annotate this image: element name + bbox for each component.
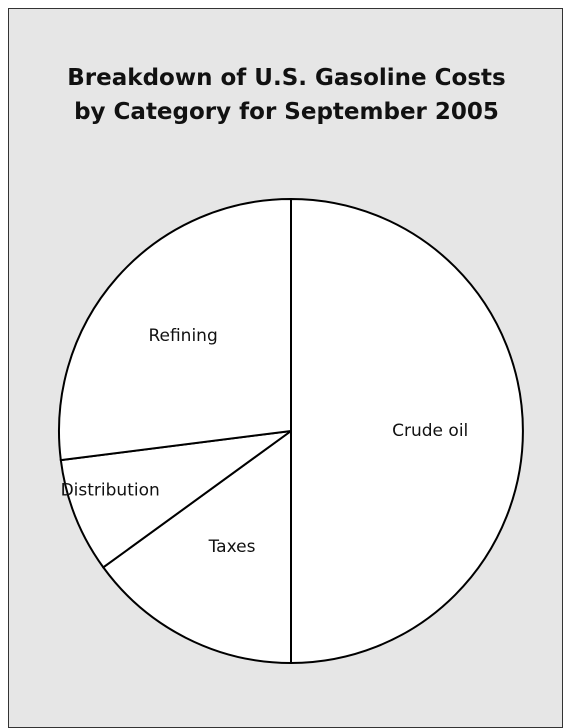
pie-slices xyxy=(58,197,524,665)
pie-label-crude-oil: Crude oil xyxy=(392,421,468,441)
pie-chart: Crude oil Taxes Distribution Refining xyxy=(58,197,524,665)
pie-label-refining: Refining xyxy=(148,326,217,346)
pie-slice-crude-oil xyxy=(290,197,524,665)
chart-title-line-1: Breakdown of U.S. Gasoline Costs xyxy=(67,65,506,91)
pie-label-distribution: Distribution xyxy=(61,480,160,500)
pie-slice-refining xyxy=(58,197,292,462)
chart-title-line-2: by Category for September 2005 xyxy=(74,99,499,125)
pie-slice-distribution xyxy=(59,430,292,569)
pie-labels: Crude oil Taxes Distribution Refining xyxy=(61,326,469,557)
pie-slice-taxes xyxy=(101,429,292,665)
pie-label-taxes: Taxes xyxy=(208,537,256,557)
